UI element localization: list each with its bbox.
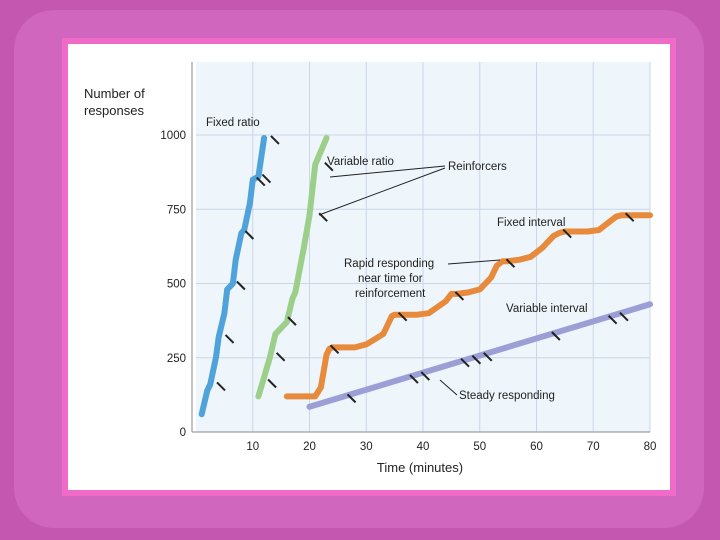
reinforcer-mark-variable-interval: [420, 371, 431, 381]
y-tick-label: 1000: [160, 130, 186, 142]
label-reinforcers: Reinforcers: [448, 161, 507, 173]
reinforcer-mark-variable-ratio: [324, 161, 334, 172]
reinforcer-mark-fixed-ratio: [216, 381, 226, 392]
y-axis-label-line2: responses: [84, 103, 144, 118]
leader-reinforcers-1: [329, 165, 446, 178]
leader-rapid-responding: [447, 259, 501, 265]
label-rapid-line3: reinforcement: [355, 288, 426, 300]
series-line-fixed-ratio: [198, 135, 268, 418]
leader-reinforcers-2: [318, 167, 446, 216]
y-tick-label: 500: [167, 279, 186, 291]
series-line-fixed-interval: [283, 212, 653, 400]
reinforcer-mark-variable-ratio: [275, 352, 286, 362]
label-variable-interval: Variable interval: [506, 303, 588, 315]
x-axis-label: Time (minutes): [377, 460, 463, 475]
label-variable-ratio: Variable ratio: [327, 156, 394, 168]
reinforcer-mark-variable-interval: [346, 393, 357, 404]
reinforcer-mark-variable-interval: [551, 331, 561, 341]
reinforcer-mark-fixed-ratio: [244, 230, 255, 240]
x-tick-label: 50: [473, 441, 486, 453]
x-tick-label: 70: [587, 441, 600, 453]
x-tick-label: 20: [303, 441, 316, 453]
reinforcer-mark-variable-interval: [409, 374, 419, 384]
reinforcer-mark-variable-interval: [460, 358, 470, 368]
reinforcer-mark-variable-interval: [483, 352, 493, 362]
reinforcer-mark-fixed-ratio: [270, 135, 280, 145]
leader-steady-responding: [439, 379, 458, 396]
x-tick-label: 40: [417, 441, 430, 453]
x-tick-label: 10: [246, 441, 259, 453]
reinforcer-mark-fixed-ratio: [256, 176, 266, 187]
label-fixed-ratio: Fixed ratio: [206, 117, 260, 129]
x-tick-label: 30: [360, 441, 373, 453]
reinforcer-mark-fixed-ratio: [236, 280, 246, 291]
reinforcer-mark-fixed-ratio: [261, 173, 272, 184]
series-line-variable-interval: [306, 301, 653, 410]
label-rapid-line2: near time for: [358, 273, 423, 285]
reinforcer-mark-variable-ratio: [287, 316, 297, 326]
y-axis-label-line1: Number of: [84, 86, 145, 101]
y-tick-label: 750: [167, 204, 186, 216]
label-fixed-interval: Fixed interval: [497, 217, 565, 229]
reinforcer-mark-fixed-interval: [329, 344, 340, 355]
reinforcer-mark-variable-interval: [619, 311, 629, 322]
reinforcer-mark-fixed-interval: [454, 291, 465, 301]
x-tick-label: 80: [644, 441, 657, 453]
x-tick-label: 60: [530, 441, 543, 453]
y-tick-label: 0: [180, 427, 186, 439]
series-line-variable-ratio: [255, 135, 330, 400]
y-tick-label: 250: [167, 353, 186, 365]
reinforcer-mark-variable-interval: [471, 355, 482, 365]
reinforcer-mark-fixed-interval: [562, 228, 572, 239]
label-steady-responding: Steady responding: [459, 390, 555, 402]
reinforcer-mark-fixed-interval: [624, 212, 635, 222]
reinforcer-mark-fixed-interval: [397, 311, 408, 322]
reinforcer-mark-variable-interval: [607, 314, 618, 325]
label-rapid-line1: Rapid responding: [344, 258, 434, 270]
reinforcer-mark-fixed-ratio: [224, 334, 235, 344]
reinforcer-mark-variable-ratio: [267, 378, 277, 389]
reinforcer-mark-fixed-interval: [505, 258, 516, 268]
